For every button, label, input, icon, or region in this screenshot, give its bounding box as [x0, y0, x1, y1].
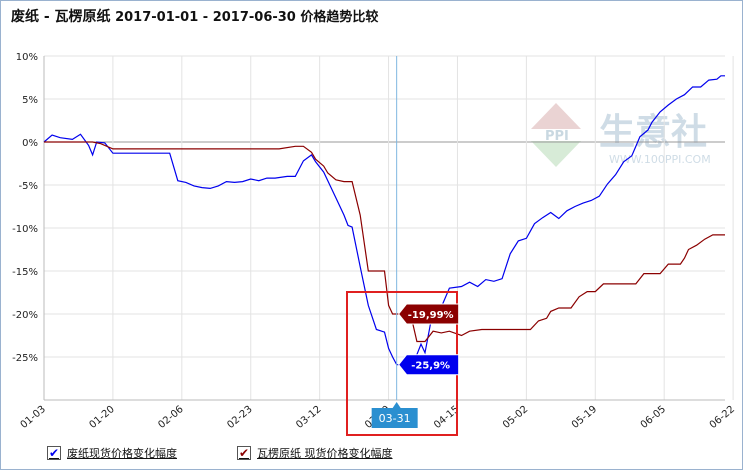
tooltip-corrugated-paper-label: -19,99%	[408, 310, 454, 321]
chart-title: 废纸 - 瓦楞原纸 2017-01-01 - 2017-06-30 价格趋势比较	[11, 6, 378, 26]
y-tick-label: -20%	[12, 310, 38, 321]
x-tick-label: 06-05	[639, 404, 668, 431]
y-tick-label: -25%	[12, 353, 38, 364]
y-tick-label: -15%	[12, 267, 38, 278]
watermark-brand-text: 生意社	[599, 112, 707, 153]
series-line-corrugated-paper	[44, 141, 725, 343]
y-tick-label: 10%	[16, 52, 38, 63]
y-tick-label: 0%	[22, 138, 38, 149]
x-tick-label: 05-02	[501, 404, 530, 431]
legend-label: 废纸现货价格变化幅度	[67, 447, 177, 460]
series-line-waste-paper	[43, 75, 725, 366]
x-tick-label: 03-12	[294, 404, 323, 431]
watermark-logo-bottom	[531, 141, 581, 167]
y-tick-label: -5%	[19, 181, 38, 192]
y-tick-label: 5%	[22, 95, 38, 106]
crosshair-date-label: 03-31	[379, 412, 411, 425]
watermark-logo-text: PPI	[545, 129, 569, 144]
watermark-logo-top	[531, 103, 581, 129]
tooltip-waste-paper-label: -25,9%	[411, 361, 450, 372]
watermark: PPI 生意社 WWW.100PPI.COM	[531, 103, 711, 167]
crosshair-date-badge	[371, 408, 418, 428]
x-tick-label: 01-03	[19, 404, 48, 431]
x-tick-label: 05-19	[570, 404, 599, 431]
legend-item-corrugated-paper[interactable]: ✔ 瓦楞原纸 现货价格变化幅度	[237, 445, 393, 461]
chart-title-main: 废纸 - 瓦楞原纸	[11, 9, 111, 25]
chart-title-rest: 2017-01-01 - 2017-06-30 价格趋势比较	[110, 10, 379, 25]
x-tick-label: 02-23	[225, 404, 254, 431]
x-tick-label: 06-22	[708, 404, 737, 431]
legend-item-waste-paper[interactable]: ✔ 废纸现货价格变化幅度	[47, 445, 177, 461]
tooltip-corrugated-paper-bg	[398, 303, 460, 325]
y-tick-label: -10%	[12, 224, 38, 235]
x-tick-label: 01-20	[88, 404, 117, 431]
tooltip-waste-paper-bg	[398, 354, 460, 376]
crosshair-date-badge-pointer	[392, 402, 401, 408]
checkbox-icon[interactable]: ✔	[237, 446, 251, 460]
legend-label: 瓦楞原纸 现货价格变化幅度	[257, 447, 393, 460]
checkbox-icon[interactable]: ✔	[47, 446, 61, 460]
x-tick-label: 02-06	[156, 404, 185, 431]
watermark-url-text: WWW.100PPI.COM	[609, 153, 711, 166]
